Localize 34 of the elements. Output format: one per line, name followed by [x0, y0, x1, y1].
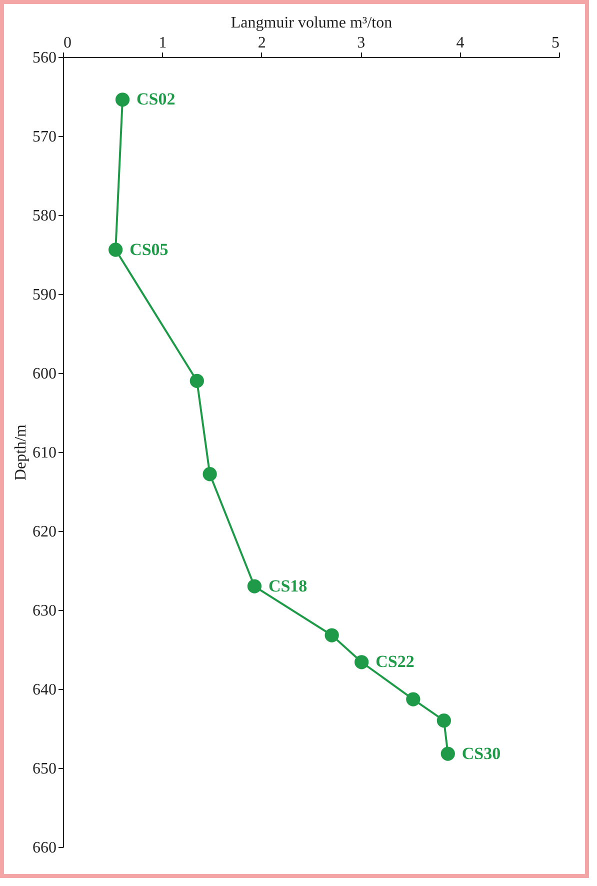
point: [436, 714, 451, 728]
y-tick-label: 660: [32, 840, 56, 856]
y-tick-label: 610: [32, 444, 56, 462]
y-tick-label: 560: [32, 50, 56, 66]
y-tick-label: 630: [32, 602, 56, 620]
x-axis-title: Langmuir volume m³/ton: [230, 14, 392, 32]
annotation: CS05: [130, 240, 168, 259]
x-tick-label: 4: [456, 34, 464, 52]
point: [354, 655, 369, 670]
x-tick-label: 5: [552, 34, 560, 52]
point: [202, 467, 217, 482]
y-tick-label: 620: [32, 524, 56, 540]
x-tick-label: 3: [357, 34, 366, 52]
y-tick-label: 590: [32, 286, 56, 304]
annotation: CS02: [136, 90, 176, 109]
annotation: CS22: [376, 652, 414, 672]
x-tick-label: 1: [158, 34, 167, 52]
x-tick-label: 2: [258, 34, 266, 52]
y-axis-title: Depth/m: [12, 424, 30, 480]
annotation: CS18: [268, 576, 308, 596]
point: [440, 746, 455, 761]
y-tick-label: 640: [32, 682, 56, 698]
y-tick-label: 600: [32, 366, 56, 382]
y-tick-label: 580: [32, 208, 56, 224]
point: [108, 242, 123, 257]
point: [190, 374, 204, 388]
x-tick-label: 0: [64, 34, 72, 52]
point: [115, 92, 130, 107]
annotation: CS30: [462, 744, 501, 763]
point: [324, 628, 339, 642]
point: [406, 692, 420, 706]
y-tick-label: 650: [32, 760, 56, 778]
point: [247, 579, 262, 594]
y-tick-label: 570: [32, 128, 56, 146]
